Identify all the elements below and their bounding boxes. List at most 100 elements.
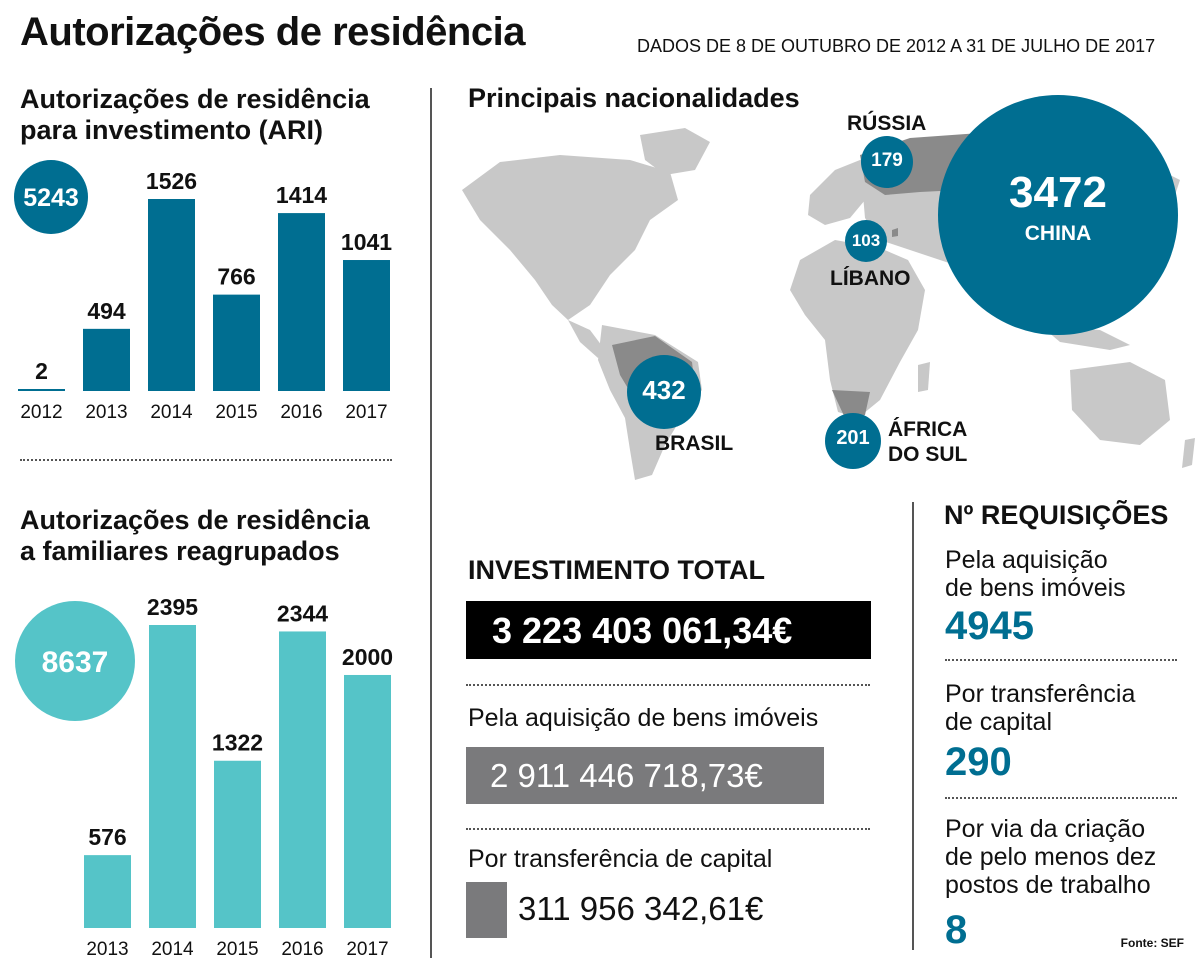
family-bar-label-2014: 2395 [147, 594, 198, 620]
family-bar-label-2015: 1322 [212, 730, 263, 756]
family-bar-2014 [149, 625, 196, 928]
map-australia [1070, 362, 1170, 445]
ari-tick-2013: 2013 [85, 402, 127, 423]
ari-bar-2013 [83, 328, 130, 391]
family-section-title: Autorizações de residência a familiares … [20, 505, 370, 567]
ari-bar-2012 [18, 389, 65, 391]
ari-bar-label-2014: 1526 [146, 168, 197, 194]
request-item-1-label: Pela aquisição de bens imóveis [945, 546, 1126, 602]
family-bar-label-2017: 2000 [342, 644, 393, 670]
family-bar-2015 [214, 760, 261, 928]
bar-charts: 5243 2 2012 494 2013 1526 2014 766 2015 1414 2016 1… [14, 160, 393, 960]
family-total-bubble [15, 601, 135, 721]
map-central-america [568, 320, 605, 358]
ari-total-value: 5243 [23, 184, 79, 212]
family-total-value: 8637 [42, 646, 109, 679]
map-madagascar [918, 362, 930, 392]
family-tick-2014: 2014 [151, 939, 194, 960]
china-label: CHINA [1024, 222, 1092, 245]
divider-dotted-investment-1 [466, 684, 870, 686]
ari-tick-2017: 2017 [345, 402, 387, 423]
ari-bar-2014 [148, 199, 195, 391]
china-bubble [938, 95, 1178, 335]
map-north-america [462, 155, 678, 320]
ari-tick-2016: 2016 [280, 402, 322, 423]
family-bar-label-2016: 2344 [277, 600, 328, 626]
family-title-line2: a familiares reagrupados [20, 536, 340, 566]
request-item-2-value: 290 [945, 740, 1012, 784]
china-value: 3472 [1009, 168, 1107, 217]
divider-dotted-investment-2 [466, 828, 870, 830]
ari-tick-2015: 2015 [215, 402, 257, 423]
map-south-africa-highlight [832, 390, 870, 418]
family-title-line1: Autorizações de residência [20, 505, 370, 535]
ari-bar-2015 [213, 294, 260, 391]
russia-label: RÚSSIA [847, 112, 927, 135]
request-item-1-value: 4945 [945, 604, 1034, 648]
family-tick-2016: 2016 [281, 939, 323, 960]
capital-value: 311 956 342,61€ [518, 890, 764, 927]
family-bar-label-2013: 576 [88, 824, 126, 850]
family-bar-2016 [279, 631, 326, 928]
investment-title: INVESTIMENTO TOTAL [468, 555, 766, 585]
ari-bar-label-2012: 2 [35, 358, 48, 384]
ari-title-line1: Autorizações de residência [20, 84, 370, 114]
request-item-1-label-line1: Pela aquisição [945, 546, 1108, 574]
brasil-label: BRASIL [655, 432, 734, 455]
ari-bar-label-2013: 494 [87, 298, 126, 324]
source-note: Fonte: SEF [1120, 936, 1184, 950]
ari-title-line2: para investimento (ARI) [20, 115, 324, 145]
russia-value: 179 [871, 150, 903, 171]
libano-value: 103 [851, 231, 881, 250]
request-item-3-label-line1: Por via da criação [945, 815, 1146, 843]
brasil-value: 432 [642, 375, 686, 405]
africa-do-sul-value: 201 [836, 427, 870, 449]
ari-section-title: Autorizações de residência para investim… [20, 84, 370, 146]
request-item-1-label-line2: de bens imóveis [945, 574, 1126, 602]
africa-do-sul-label-line2: DO SUL [888, 443, 968, 466]
investment-total-box: 3 223 403 061,34€ [466, 601, 871, 659]
ari-total-bubble [14, 160, 88, 234]
family-tick-2013: 2013 [86, 939, 128, 960]
request-item-3-label: Por via da criação de pelo menos dez pos… [945, 815, 1156, 899]
family-bar-2017 [344, 674, 391, 928]
capital-label: Por transferência de capital [468, 845, 773, 873]
divider-dotted-requests-2 [945, 797, 1177, 799]
ari-bar-2017 [343, 260, 390, 391]
ari-tick-2014: 2014 [150, 402, 193, 423]
africa-do-sul-label: ÁFRICA DO SUL [888, 417, 967, 467]
ari-bar-label-2016: 1414 [276, 182, 327, 208]
request-item-3-label-line3: postos de trabalho [945, 871, 1151, 899]
requests-title: Nº REQUISIÇÕES [944, 500, 1169, 530]
family-tick-2017: 2017 [346, 939, 388, 960]
ari-bar-label-2017: 1041 [341, 229, 392, 255]
divider-dotted-ari [20, 459, 392, 461]
divider-right [912, 502, 914, 950]
real-estate-value: 2 911 446 718,73€ [490, 757, 763, 794]
map-new-zealand [1182, 438, 1195, 468]
libano-label: LÍBANO [830, 267, 911, 290]
map-title: Principais nacionalidades [468, 83, 800, 113]
request-item-2-label-line1: Por transferência [945, 680, 1136, 708]
request-item-3-value: 8 [945, 908, 968, 952]
request-item-2-label: Por transferência de capital [945, 680, 1135, 736]
africa-do-sul-label-line1: ÁFRICA [888, 418, 968, 441]
family-bar-2013 [84, 855, 131, 928]
ari-tick-2012: 2012 [20, 402, 62, 423]
libano-bubble [845, 220, 887, 262]
map-africa [790, 240, 925, 418]
ari-bar-label-2015: 766 [217, 264, 255, 290]
brasil-bubble [627, 355, 701, 429]
real-estate-box: 2 911 446 718,73€ [466, 747, 824, 804]
ari-bar-2016 [278, 213, 325, 391]
real-estate-label: Pela aquisição de bens imóveis [468, 704, 819, 732]
divider-dotted-requests-1 [945, 659, 1177, 661]
capital-box [466, 882, 507, 938]
family-tick-2015: 2015 [216, 939, 258, 960]
map-greenland [640, 128, 710, 175]
request-item-3-label-line2: de pelo menos dez [945, 843, 1157, 871]
date-range-subtitle: DADOS DE 8 DE OUTUBRO DE 2012 A 31 DE JU… [637, 36, 1156, 56]
map-lebanon-highlight [892, 228, 898, 237]
russia-bubble [861, 136, 913, 188]
request-item-2-label-line2: de capital [945, 708, 1053, 736]
